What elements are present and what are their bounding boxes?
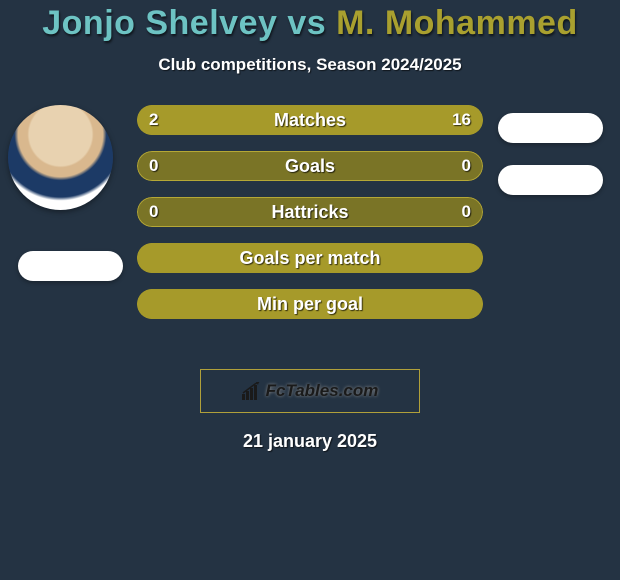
stat-label: Matches — [137, 105, 483, 135]
stat-value-right: 16 — [452, 105, 471, 135]
subtitle: Club competitions, Season 2024/2025 — [0, 55, 620, 75]
stat-value-left: 0 — [149, 151, 158, 181]
stat-row: Min per goal — [137, 289, 483, 319]
stat-label: Hattricks — [137, 197, 483, 227]
branding-box[interactable]: FcTables.com — [200, 369, 420, 413]
stat-label: Goals per match — [137, 243, 483, 273]
page-title: Jonjo Shelvey vs M. Mohammed — [0, 4, 620, 43]
stat-row: Matches2 16 — [137, 105, 483, 135]
player2-flag-1 — [498, 113, 603, 143]
stat-row: Goals0 0 — [137, 151, 483, 181]
title-player2: M. Mohammed — [336, 4, 578, 42]
date-label: 21 january 2025 — [0, 431, 620, 452]
stat-label: Goals — [137, 151, 483, 181]
stat-value-right: 0 — [462, 151, 471, 181]
branding-text: FcTables.com — [266, 381, 379, 401]
stat-bars: Matches216Goals00Hattricks00Goals per ma… — [137, 105, 483, 335]
player1-avatar — [8, 105, 113, 210]
stat-value-left: 2 — [149, 105, 158, 135]
stat-row: Goals per match — [137, 243, 483, 273]
title-player1: Jonjo Shelvey — [42, 4, 277, 42]
player2-flag-2 — [498, 165, 603, 195]
comparison-panel: Matches216Goals00Hattricks00Goals per ma… — [0, 113, 620, 353]
stat-label: Min per goal — [137, 289, 483, 319]
root: Jonjo Shelvey vs M. Mohammed Club compet… — [0, 0, 620, 452]
title-vs: vs — [277, 4, 336, 42]
bar-chart-icon — [242, 382, 264, 400]
stat-row: Hattricks0 0 — [137, 197, 483, 227]
stat-value-left: 0 — [149, 197, 158, 227]
player1-flag — [18, 251, 123, 281]
stat-value-right: 0 — [462, 197, 471, 227]
